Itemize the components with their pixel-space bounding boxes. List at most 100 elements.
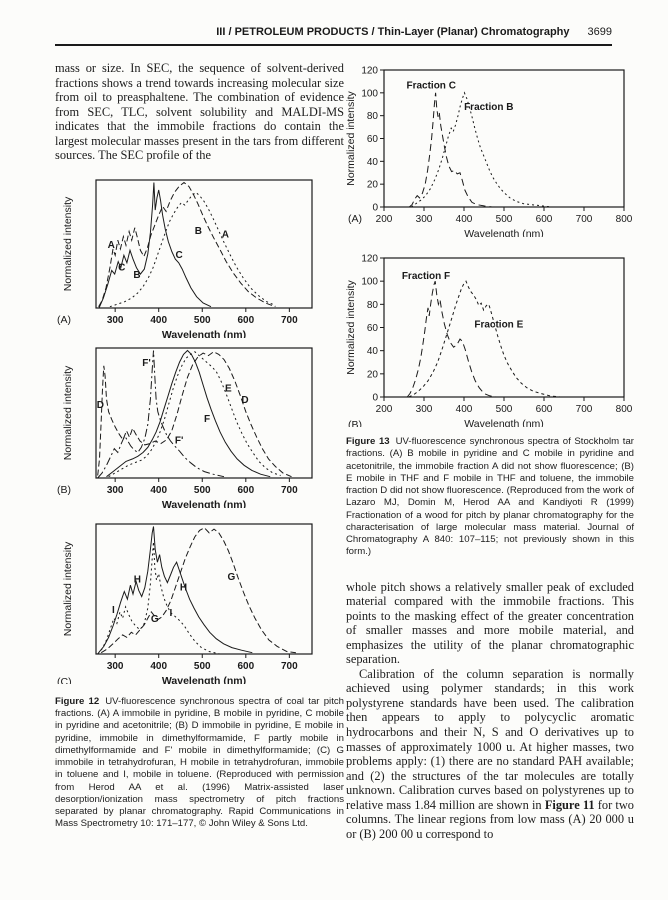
y-tick-label: 40 bbox=[367, 157, 379, 168]
page-number: 3699 bbox=[587, 26, 612, 38]
figure11-reference: Figure 11 bbox=[544, 797, 595, 812]
y-tick-label: 20 bbox=[367, 369, 379, 380]
chart-canvas: 300 400 500 600 700 Wavelength (nm) Normalized… bbox=[57, 347, 313, 511]
x-axis-label: Wavelength (nm) bbox=[464, 418, 544, 427]
x-tick-label: 300 bbox=[107, 661, 124, 672]
y-tick-label: 120 bbox=[361, 254, 378, 265]
x-tick-label: 400 bbox=[150, 661, 167, 672]
x-tick-label: 800 bbox=[616, 214, 633, 225]
panel-label: (A) bbox=[348, 213, 362, 225]
figure12-panel-a-chart: 300 400 500 600 700 Wavelength (nm) Normalized… bbox=[55, 174, 344, 341]
series-g bbox=[100, 527, 296, 654]
series-f-prime bbox=[97, 350, 225, 479]
curve-label: F bbox=[204, 414, 210, 425]
x-tick-label: 300 bbox=[107, 485, 124, 496]
series-h bbox=[98, 526, 253, 654]
curve-label: G bbox=[151, 614, 159, 625]
curve-label: H bbox=[180, 582, 187, 593]
y-axis-label: Normalized intensity bbox=[62, 196, 74, 291]
x-tick-label: 500 bbox=[194, 485, 211, 496]
body-paragraph-right-2: Calibration of the column separation is … bbox=[346, 667, 634, 842]
x-tick-label: 600 bbox=[536, 214, 553, 225]
curve-label: B bbox=[133, 270, 140, 281]
x-tick-label: 400 bbox=[456, 214, 473, 225]
right-column: 200 300 400 500 600 700 800 0 20 40 60 80 100 120 Wave… bbox=[345, 60, 634, 842]
x-tick-label: 400 bbox=[456, 404, 473, 415]
figure13-panel-b-chart: 200 300 400 500 600 700 800 0 20 40 60 80 100 120 Wave… bbox=[345, 247, 634, 432]
curve-label: C bbox=[118, 262, 125, 273]
curve-label: H bbox=[134, 574, 141, 585]
x-tick-label: 500 bbox=[496, 214, 513, 225]
series-fraction-c bbox=[408, 92, 493, 208]
x-tick-label: 700 bbox=[281, 485, 298, 496]
x-tick-label: 700 bbox=[281, 661, 298, 672]
series-i bbox=[97, 541, 220, 655]
y-axis-label: Normalized intensity bbox=[62, 541, 74, 636]
x-tick-label: 300 bbox=[107, 315, 124, 326]
y-tick-label: 60 bbox=[367, 323, 379, 334]
x-tick-label: 600 bbox=[237, 315, 254, 326]
curve-label: D bbox=[241, 395, 248, 406]
body-paragraph-right-1: whole pitch shows a relatively smaller p… bbox=[346, 579, 634, 667]
curve-label: G bbox=[228, 572, 236, 583]
panel-label: (B) bbox=[57, 484, 71, 496]
y-axis-label: Normalized intensity bbox=[346, 90, 357, 185]
page-header: III / PETROLEUM PRODUCTS / Thin-Layer (P… bbox=[55, 26, 612, 38]
series-f bbox=[106, 349, 271, 478]
curve-label: I bbox=[112, 605, 115, 616]
y-tick-label: 100 bbox=[361, 277, 378, 288]
curve-label: Fraction F bbox=[402, 271, 450, 282]
figure12-panel-b-chart: 300 400 500 600 700 Wavelength (nm) Normalized… bbox=[55, 342, 344, 511]
curve-label: F' bbox=[142, 358, 151, 369]
curve-label: Fraction E bbox=[474, 320, 523, 331]
y-tick-label: 0 bbox=[372, 203, 378, 214]
curve-label: A bbox=[222, 230, 229, 241]
running-head: III / PETROLEUM PRODUCTS / Thin-Layer (P… bbox=[216, 26, 570, 38]
panel-label: (C) bbox=[57, 676, 72, 684]
x-tick-label: 300 bbox=[416, 404, 433, 415]
x-tick-label: 300 bbox=[416, 214, 433, 225]
figure12-panel-c-chart: 300 400 500 600 700 Wavelength (nm) Normalized… bbox=[55, 516, 344, 688]
figure12-caption: Figure 12 UV-fluorescence synchronous spe… bbox=[55, 696, 344, 831]
panel-label: (A) bbox=[57, 314, 71, 326]
curve-label: A bbox=[108, 240, 115, 251]
y-axis-label: Normalized intensity bbox=[62, 365, 74, 460]
curve-label: D bbox=[97, 400, 104, 411]
series-a bbox=[98, 181, 276, 307]
figure12-caption-text: UV-fluorescence synchronous spectra of c… bbox=[55, 695, 344, 830]
chart-canvas: 200 300 400 500 600 700 800 0 20 40 60 80 100 120 Wave… bbox=[345, 66, 633, 241]
chart-canvas: 300 400 500 600 700 Wavelength (nm) Normalized… bbox=[57, 523, 313, 688]
left-column: mass or size. In SEC, the sequence of so… bbox=[55, 61, 344, 831]
y-tick-label: 120 bbox=[361, 66, 378, 77]
panel-label: (B) bbox=[348, 419, 362, 427]
figure13-caption: Figure 13 UV-fluorescence synchronous spe… bbox=[346, 436, 634, 559]
series-fraction-b bbox=[410, 91, 553, 208]
y-tick-label: 0 bbox=[372, 393, 378, 404]
x-tick-label: 200 bbox=[376, 404, 393, 415]
x-axis-label: Wavelength (nm) bbox=[162, 675, 246, 684]
y-tick-label: 80 bbox=[367, 111, 379, 122]
series-b bbox=[109, 191, 276, 308]
x-tick-label: 500 bbox=[194, 315, 211, 326]
figure13-caption-text: UV-fluorescence synchronous spectra of S… bbox=[346, 436, 634, 558]
x-tick-label: 700 bbox=[281, 315, 298, 326]
chart-canvas: 200 300 400 500 600 700 800 0 20 40 60 80 100 120 Wave… bbox=[345, 254, 633, 432]
x-tick-label: 400 bbox=[150, 485, 167, 496]
curve-label: Fraction B bbox=[464, 102, 513, 113]
series-d bbox=[97, 351, 292, 477]
figure13-caption-label: Figure 13 bbox=[346, 436, 390, 447]
y-axis-label: Normalized intensity bbox=[346, 279, 357, 374]
x-axis-label: Wavelength (nm) bbox=[464, 228, 544, 237]
plot-frame bbox=[95, 523, 313, 655]
x-tick-label: 500 bbox=[496, 404, 513, 415]
plot-frame bbox=[95, 179, 313, 309]
x-axis-label: Wavelength (nm) bbox=[162, 499, 246, 508]
para2-text-after: for two columns. The linear regions from… bbox=[346, 797, 634, 841]
y-tick-label: 100 bbox=[361, 88, 378, 99]
header-rule bbox=[55, 44, 612, 46]
series-fraction-f bbox=[406, 281, 497, 398]
curve-label: F' bbox=[175, 435, 184, 446]
body-paragraph-left: mass or size. In SEC, the sequence of so… bbox=[55, 61, 344, 163]
x-tick-label: 500 bbox=[194, 661, 211, 672]
